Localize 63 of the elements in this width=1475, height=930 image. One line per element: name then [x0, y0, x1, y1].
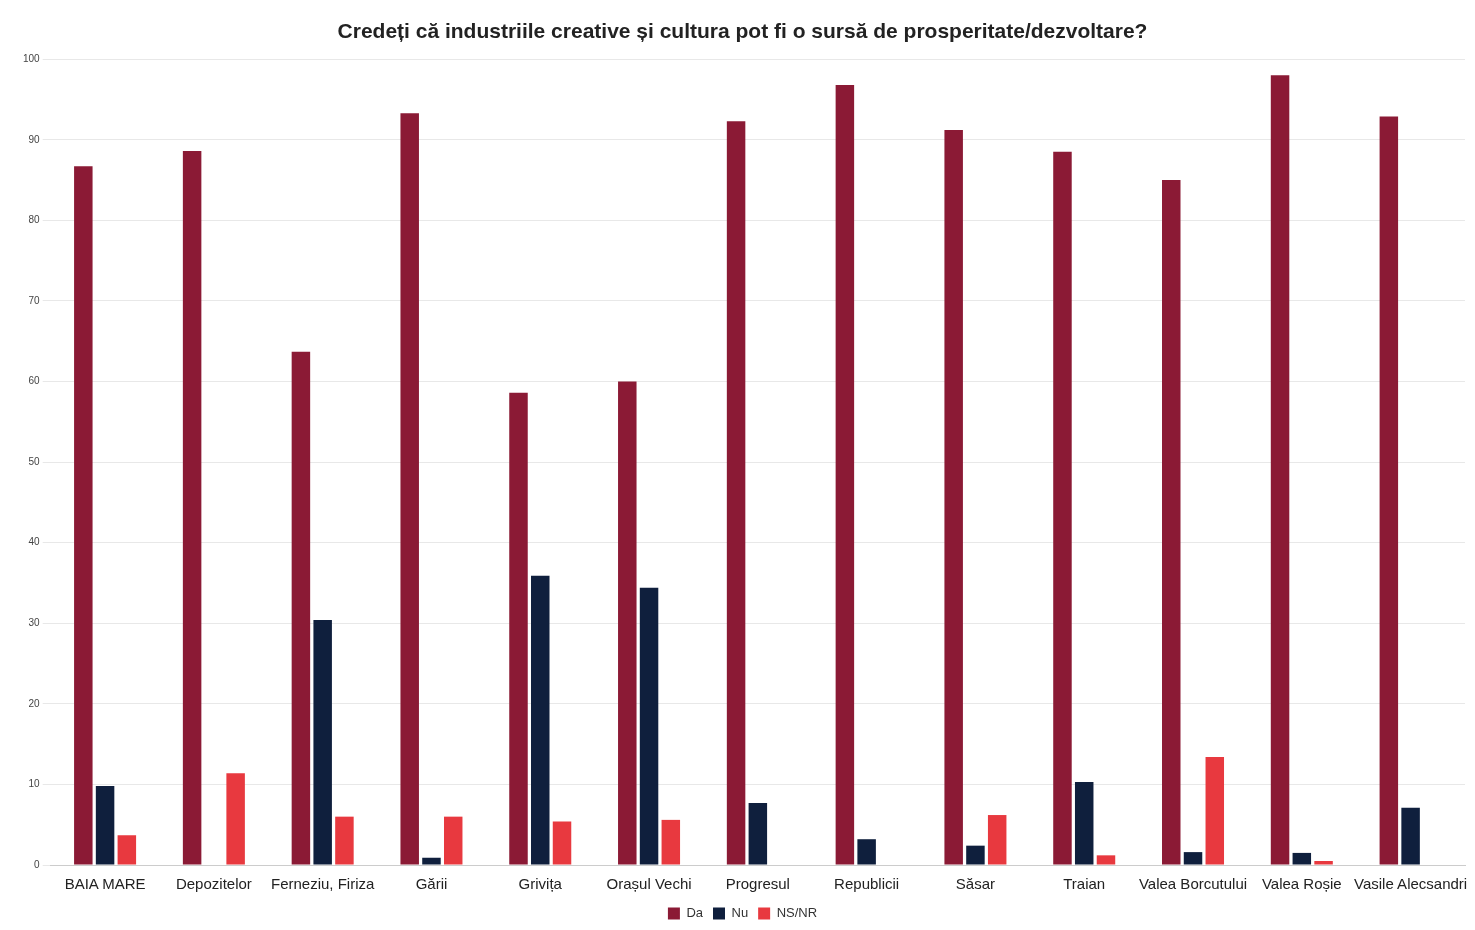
bar	[966, 845, 985, 865]
bar	[95, 786, 115, 865]
bar	[857, 839, 876, 865]
bar	[182, 151, 202, 865]
bar	[291, 351, 311, 865]
bar	[1162, 180, 1181, 865]
x-tick-label: Depozitelor	[175, 875, 252, 893]
legend-label: NS/NR	[776, 905, 818, 921]
y-tick-label: 10	[28, 778, 41, 790]
y-tick-label: 70	[28, 294, 41, 306]
bar	[400, 113, 419, 865]
x-tick-label: Săsar	[955, 875, 996, 893]
bar	[987, 815, 1007, 865]
bar	[618, 381, 637, 865]
y-tick-label: 90	[28, 133, 41, 145]
y-tick-label: 0	[34, 858, 41, 870]
bar	[335, 816, 354, 865]
bar	[1053, 151, 1072, 865]
x-tick-label: Republicii	[834, 875, 900, 893]
bar	[1314, 860, 1333, 865]
y-tick-label: 100	[23, 52, 41, 64]
bar	[531, 575, 550, 865]
x-tick-label: Ferneziu, Firiza	[270, 875, 376, 893]
bar	[509, 392, 528, 865]
y-tick-label: 60	[28, 375, 41, 387]
x-tick-label: Valea Borcutului	[1138, 875, 1248, 893]
y-tick-label: 50	[28, 455, 41, 467]
legend-label: Nu	[731, 905, 749, 921]
chart-title: Credeți că industriile creative și cultura pot fi o sursă de prosperitate/dezvoltare?	[337, 19, 1148, 43]
x-tick-label: Orașul Vechi	[606, 875, 692, 893]
x-tick-label: Traian	[1063, 875, 1106, 893]
bar	[1401, 807, 1420, 865]
x-tick-label: Vasile Alecsandri	[1354, 875, 1468, 893]
x-tick-label: Progresul	[725, 875, 790, 893]
x-tick-label: Grivița	[518, 875, 563, 893]
bar	[1074, 782, 1094, 865]
bar	[639, 587, 659, 865]
y-tick-label: 30	[28, 617, 41, 629]
bar	[661, 819, 681, 865]
bar	[422, 857, 441, 865]
y-tick-label: 80	[28, 214, 41, 226]
bar	[313, 620, 332, 865]
bar	[1183, 852, 1203, 865]
x-tick-label: BAIA MARE	[64, 875, 146, 893]
x-tick-label: Valea Roșie	[1261, 875, 1342, 893]
bar	[835, 84, 855, 865]
bar	[226, 773, 245, 865]
bar	[748, 802, 768, 865]
bar	[552, 821, 572, 865]
y-tick-label: 20	[28, 697, 41, 709]
y-tick-label: 40	[28, 536, 41, 548]
bar	[1379, 116, 1399, 865]
bar	[74, 166, 93, 865]
bar	[1270, 75, 1290, 865]
bar	[944, 130, 963, 865]
bar	[1096, 855, 1116, 865]
bar	[443, 816, 463, 865]
bar	[726, 121, 746, 865]
bar	[1205, 757, 1225, 865]
x-tick-label: Gării	[415, 875, 448, 893]
bar	[1292, 852, 1312, 865]
bar	[117, 835, 137, 865]
legend-label: Da	[686, 905, 704, 921]
